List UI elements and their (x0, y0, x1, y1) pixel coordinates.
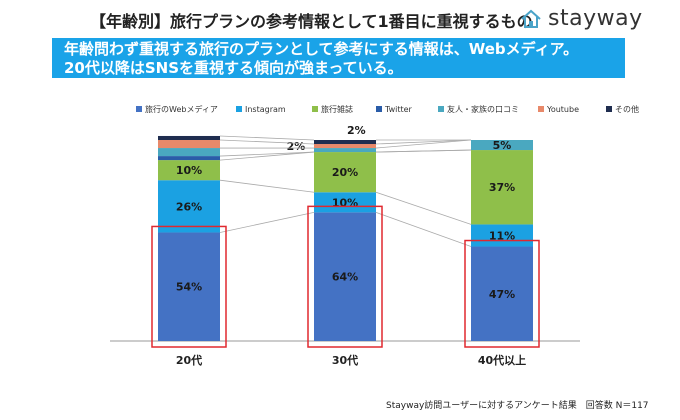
bar-segment (158, 232, 220, 341)
data-label: 2% (287, 140, 306, 153)
legend-swatch (136, 106, 142, 112)
legend-swatch (376, 106, 382, 112)
bar-segment (314, 148, 376, 153)
connector-line (219, 135, 315, 141)
survey-footnote: Stayway訪問ユーザーに対するアンケート結果 回答数 N＝117 (386, 401, 649, 411)
connector-line (375, 191, 472, 225)
bar-segment (314, 152, 376, 193)
brand-logo: stayway (520, 6, 643, 31)
page-title: 【年齢別】旅行プランの参考情報として1番目に重視するもの (90, 12, 533, 31)
bar-segment (471, 150, 533, 225)
bar-segment (314, 192, 376, 213)
bar-segment (158, 140, 220, 149)
category-label: 40代以上 (478, 353, 526, 367)
data-label: 10% (176, 164, 202, 177)
banner-line-1: 年齢問わず重視する旅行のプランとして参考にする情報は、Webメディア。 (64, 40, 579, 58)
connector-line (219, 151, 315, 157)
banner-line-2: 20代以降はSNSを重視する傾向が強まっている。 (64, 59, 403, 77)
legend-label: Youtube (546, 105, 579, 114)
legend-swatch (236, 106, 242, 112)
summary-banner: 年齢問わず重視する旅行のプランとして参考にする情報は、Webメディア。 20代以… (52, 38, 625, 78)
connector-line (375, 139, 472, 145)
highlight-box (307, 205, 383, 348)
highlight-box (151, 225, 227, 348)
connector-line (219, 179, 315, 193)
data-label: 47% (489, 288, 515, 301)
data-label: 64% (332, 271, 358, 284)
brand-name: stayway (548, 6, 643, 31)
data-label: 20% (332, 166, 358, 179)
data-label: 11% (489, 229, 515, 242)
data-label: 10% (332, 196, 358, 209)
bar-segment (158, 148, 220, 157)
highlight-box (464, 239, 540, 348)
connector-line (375, 211, 472, 247)
legend-label: Twitter (384, 105, 413, 114)
bar-segment (314, 212, 376, 341)
legend-swatch (606, 106, 612, 112)
data-label: 26% (176, 200, 202, 213)
bar-segment (158, 135, 220, 140)
house-icon (521, 9, 541, 28)
legend-swatch (538, 106, 544, 112)
legend-swatch (312, 106, 318, 112)
category-label: 20代 (176, 353, 202, 367)
bar-segment (314, 140, 376, 145)
data-label: 54% (176, 281, 202, 294)
data-label: 2% (347, 124, 366, 137)
connector-line (219, 211, 315, 233)
connector-line (219, 151, 315, 161)
legend-swatch (438, 106, 444, 112)
data-label: 5% (493, 139, 512, 152)
legend-label: Instagram (245, 105, 286, 114)
category-label: 30代 (332, 353, 358, 367)
bar-segment (471, 246, 533, 341)
connector-line (219, 139, 315, 145)
legend-label: その他 (615, 104, 639, 114)
legend-label: 旅行雑誌 (321, 104, 353, 114)
connector-line (375, 139, 472, 149)
bar-segment (471, 140, 533, 151)
bar-segment (158, 156, 220, 161)
connector-line (375, 149, 472, 153)
legend-label: 友人・家族の口コミ (447, 104, 519, 114)
bar-segment (314, 144, 376, 149)
bar-segment (158, 180, 220, 233)
bar-segment (158, 160, 220, 181)
legend-label: 旅行のWebメディア (145, 104, 218, 114)
data-label: 37% (489, 181, 515, 194)
